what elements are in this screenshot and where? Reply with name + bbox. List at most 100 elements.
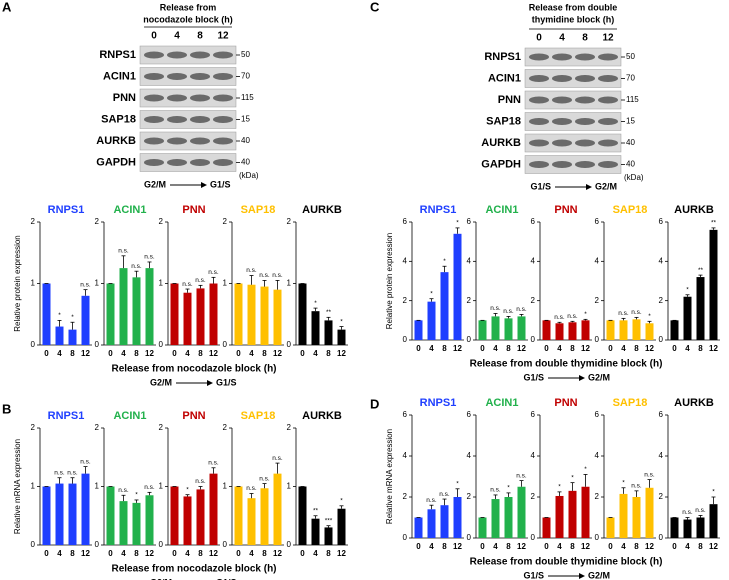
panel-letter: C <box>370 0 380 14</box>
significance: n.s. <box>439 491 450 498</box>
blot-band <box>190 73 210 80</box>
significance: * <box>507 485 510 492</box>
x-tick-label: 12 <box>145 349 154 358</box>
chart-title: PNN <box>182 410 205 422</box>
y-tick-label: 4 <box>467 256 472 265</box>
x-tick-label: 12 <box>453 542 462 551</box>
bar <box>453 233 462 340</box>
bar <box>542 320 551 340</box>
y-tick-label: 6 <box>659 217 664 226</box>
y-axis-label: Relative mRNA expression <box>385 429 394 524</box>
bar <box>619 320 628 340</box>
x-tick-label: 8 <box>326 349 331 358</box>
x-tick-label: 4 <box>121 549 126 558</box>
chart-title: RNPS1 <box>420 397 457 409</box>
x-tick-label: 8 <box>134 349 139 358</box>
blot-band <box>552 53 572 61</box>
y-tick-label: 0 <box>531 335 536 344</box>
significance: * <box>571 474 574 481</box>
mw-marker: 115 <box>626 95 639 104</box>
x-tick-label: 8 <box>262 549 267 558</box>
significance: n.s. <box>516 472 527 479</box>
x-tick-label: 0 <box>236 549 241 558</box>
significance: * <box>58 312 61 319</box>
significance: n.s. <box>118 248 129 255</box>
blot-band <box>598 96 618 104</box>
significance: * <box>584 311 587 318</box>
significance: * <box>622 479 625 486</box>
bar <box>581 320 590 340</box>
blot-band <box>213 137 233 145</box>
x-tick-label: 0 <box>300 549 305 558</box>
lane-label: 8 <box>197 31 203 42</box>
blot-band <box>552 75 572 82</box>
y-tick-label: 0 <box>659 335 664 344</box>
significance: n.s. <box>682 509 693 516</box>
blot-band <box>213 116 233 123</box>
y-tick-label: 2 <box>659 296 664 305</box>
x-tick-label: 0 <box>544 542 549 551</box>
bar <box>568 490 577 538</box>
bar <box>414 517 423 538</box>
bar <box>298 486 307 545</box>
mw-marker: 70 <box>626 74 635 83</box>
bar <box>311 311 320 345</box>
protein-label: AURKB <box>96 135 136 147</box>
bar <box>132 502 141 545</box>
bar <box>619 493 628 538</box>
x-tick-label: 12 <box>145 549 154 558</box>
x-tick-label: 12 <box>453 344 462 353</box>
x-tick-label: 4 <box>249 549 254 558</box>
blot-band <box>167 159 187 166</box>
y-axis-label: Relative protein expression <box>13 235 22 332</box>
y-tick-label: 0 <box>467 533 472 542</box>
x-tick-label: 12 <box>81 549 90 558</box>
significance: * <box>71 314 74 321</box>
panel-letter: D <box>370 396 379 411</box>
x-tick-label: 0 <box>108 549 113 558</box>
y-tick-label: 4 <box>403 451 408 460</box>
x-tick-label: 4 <box>313 349 318 358</box>
chart-title: SAP18 <box>613 397 648 409</box>
bar <box>440 272 449 340</box>
y-tick-label: 4 <box>531 451 536 460</box>
significance: n.s. <box>67 469 78 476</box>
x-tick-label: 0 <box>608 344 613 353</box>
x-tick-label: 12 <box>209 349 218 358</box>
phase-start: G2/M <box>150 577 172 580</box>
significance: n.s. <box>490 487 501 494</box>
y-axis-label: Relative protein expression <box>385 233 394 330</box>
significance: * <box>430 290 433 297</box>
y-tick-label: 6 <box>595 217 600 226</box>
y-tick-label: 6 <box>531 410 536 419</box>
bar <box>106 486 115 545</box>
y-tick-label: 1 <box>287 482 292 491</box>
chart-title: AURKB <box>302 204 342 216</box>
significance: n.s. <box>259 272 270 279</box>
y-tick-label: 0 <box>403 335 408 344</box>
y-tick-label: 2 <box>403 296 408 305</box>
x-tick-label: 4 <box>557 542 562 551</box>
blot-band <box>575 139 595 147</box>
blot-band <box>167 137 187 145</box>
bar <box>517 316 526 340</box>
mw-marker: 50 <box>241 50 250 59</box>
x-tick-label: 0 <box>480 344 485 353</box>
blot-band <box>144 94 164 102</box>
x-tick-label: 4 <box>685 542 690 551</box>
significance: ** <box>698 267 704 274</box>
significance: n.s. <box>182 281 193 288</box>
phase-end: G1/S <box>216 377 237 387</box>
y-tick-label: 2 <box>595 296 600 305</box>
blot-band <box>213 159 233 166</box>
y-tick-label: 0 <box>159 540 164 549</box>
bar <box>170 486 179 545</box>
mw-marker: 115 <box>241 93 254 102</box>
bar <box>337 508 346 545</box>
bar <box>581 486 590 538</box>
bar <box>55 326 64 345</box>
mw-marker: 70 <box>241 72 250 81</box>
significance: n.s. <box>195 478 206 485</box>
significance: n.s. <box>259 475 270 482</box>
panel-letter: B <box>2 401 11 416</box>
